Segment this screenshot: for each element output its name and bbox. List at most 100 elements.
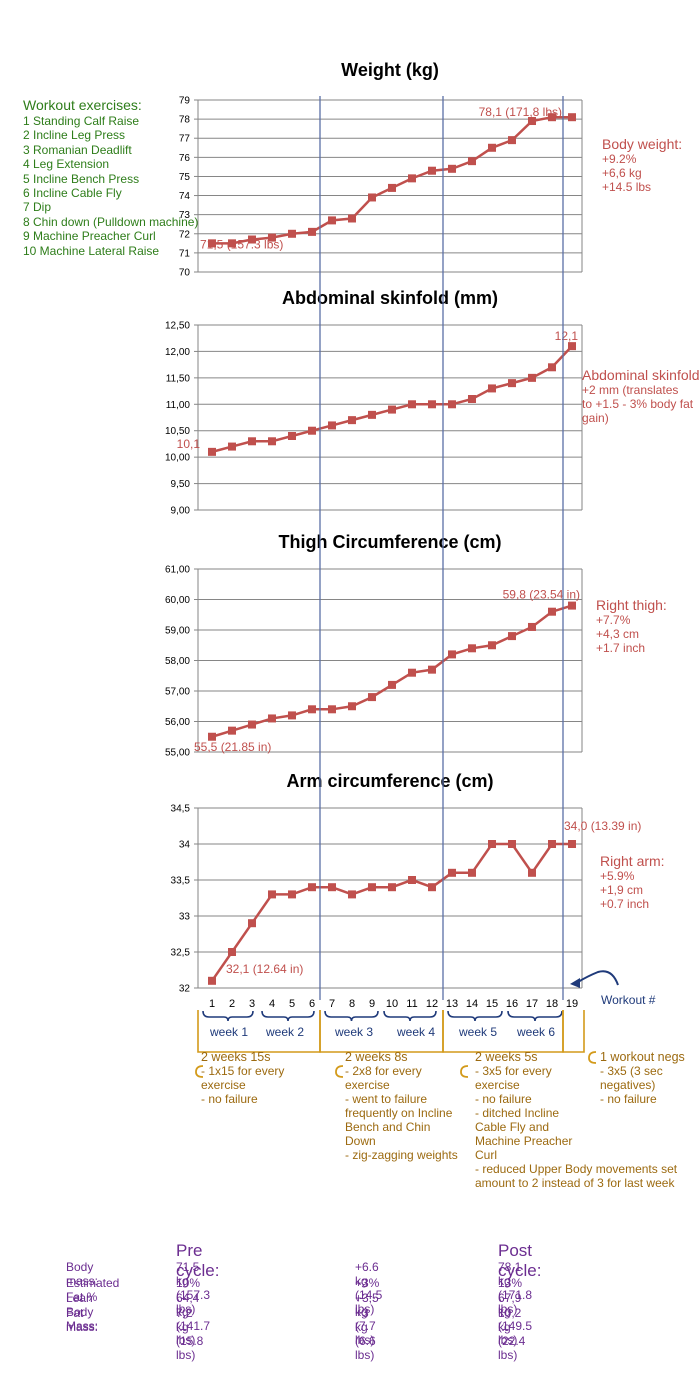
pre-value: 71,5 kg (157.3 lbs) <box>176 1260 211 1316</box>
phase-line: - 1x15 for every <box>201 1064 285 1078</box>
week-label: week 5 <box>458 1025 497 1039</box>
x-tick-label: 15 <box>486 998 498 1010</box>
arrow-icon <box>577 970 619 986</box>
y-tick-label: 60,00 <box>165 595 190 606</box>
phase-line: Down <box>345 1134 376 1148</box>
y-tick-label: 76 <box>179 153 191 164</box>
data-point <box>308 705 316 714</box>
y-tick-label: 32,5 <box>171 948 191 959</box>
phase-line: Curl <box>475 1148 498 1162</box>
data-label: 59,8 (23.54 in) <box>503 588 580 602</box>
data-point <box>568 601 576 610</box>
exercise-item: 8 Chin down (Pulldown machine) <box>23 214 199 229</box>
phase-note-1: 2 weeks 15s - 1x15 for every exercise - … <box>201 1050 284 1106</box>
curly-arrow-icon <box>588 1051 597 1064</box>
data-point <box>428 400 436 409</box>
series-line <box>211 345 573 454</box>
data-point <box>388 680 396 689</box>
phase-line: Bench and Chin <box>345 1120 431 1134</box>
y-tick-label: 11,00 <box>166 400 191 411</box>
exercise-item: 2 Incline Leg Press <box>23 128 126 143</box>
exercise-list: Workout exercises: 1 Standing Calf Raise… <box>23 97 198 258</box>
data-point <box>408 668 416 677</box>
phase-line: Cable Fly and <box>475 1120 550 1134</box>
x-tick-label: 19 <box>566 998 578 1010</box>
skinfold-note-title: Abdominal skinfold: <box>582 367 700 383</box>
week-brace <box>507 1010 563 1022</box>
pre-value: 7,2 kg (15.8 lbs) <box>176 1306 204 1362</box>
data-point <box>488 384 496 393</box>
data-point <box>448 868 456 877</box>
x-tick-label: 5 <box>289 998 295 1010</box>
thigh-note-line: +4,3 cm <box>596 627 640 641</box>
weight-note-title: Body weight: <box>602 136 683 152</box>
data-point <box>228 948 236 956</box>
data-point <box>548 607 556 616</box>
data-point <box>308 426 316 435</box>
arm-note-line: +5.9% <box>600 869 635 883</box>
phase-line: amount to 2 instead of 3 for last week <box>475 1176 675 1190</box>
x-tick-label: 2 <box>229 998 235 1010</box>
data-point <box>548 840 556 848</box>
data-point <box>288 229 296 238</box>
x-tick-label: 8 <box>349 998 355 1010</box>
data-label: 55,5 (21.85 in) <box>194 740 271 754</box>
data-point <box>468 157 476 166</box>
delta-value: +6.6 kg (14.5 lbs) <box>355 1260 383 1316</box>
data-point <box>348 702 356 711</box>
y-tick-label: 34,5 <box>171 804 191 815</box>
x-tick-label: 16 <box>506 998 518 1010</box>
pre-value: 64,4 kg (141.7 lbs) <box>176 1291 211 1347</box>
data-label: 71,5 (157.3 lbs) <box>200 237 283 251</box>
data-point <box>488 840 496 848</box>
phase-line: - went to failure <box>345 1092 428 1106</box>
week-brace <box>202 1010 254 1022</box>
data-point <box>328 705 336 714</box>
y-tick-label: 12,50 <box>165 321 190 332</box>
data-point <box>548 363 556 372</box>
data-point <box>288 890 296 899</box>
y-tick-label: 59,00 <box>165 626 190 637</box>
y-tick-label: 34 <box>179 840 191 851</box>
exercise-item: 5 Incline Bench Press <box>23 171 140 186</box>
y-tick-label: 77 <box>179 134 191 145</box>
post-cycle-title: Post cycle: <box>498 1241 542 1280</box>
week-brace <box>447 1010 503 1022</box>
x-tick-label: 4 <box>269 998 275 1010</box>
phase-line: exercise <box>475 1078 520 1092</box>
data-point <box>268 890 276 899</box>
delta-value: +3% <box>355 1276 380 1290</box>
weight-note: Body weight: +9.2% +6,6 kg +14.5 lbs <box>602 136 682 194</box>
y-tick-label: 56,00 <box>165 717 190 728</box>
data-point <box>568 113 576 122</box>
y-tick-label: 75 <box>179 172 191 183</box>
week-brace <box>261 1010 315 1022</box>
phase-line: - 3x5 (3 sec <box>600 1064 663 1078</box>
summary-label: Lean Body Mass: <box>66 1291 99 1333</box>
phase-title: 2 weeks 8s <box>345 1050 408 1064</box>
y-tick-label: 12,00 <box>165 347 190 358</box>
data-point <box>248 437 256 446</box>
weight-note-line: +6,6 kg <box>602 166 642 180</box>
arm-note: Right arm: +5.9% +1,9 cm +0.7 inch <box>600 853 665 911</box>
exercise-item: 6 Incline Cable Fly <box>23 186 122 201</box>
exercise-item: 9 Machine Preacher Curl <box>23 229 156 244</box>
data-point <box>348 416 356 425</box>
thigh-note-line: +7.7% <box>596 613 631 627</box>
delta-value: +3 kg (6.6 lbs) <box>355 1306 376 1362</box>
arrow-head-icon <box>570 978 580 988</box>
data-point <box>308 883 316 892</box>
data-point <box>448 400 456 409</box>
curly-arrow-icon <box>335 1065 344 1078</box>
phase-line: - 2x8 for every <box>345 1064 422 1078</box>
y-tick-label: 33 <box>179 912 191 923</box>
arm-note-title: Right arm: <box>600 853 665 869</box>
x-tick-label: 3 <box>249 998 255 1010</box>
data-point <box>348 890 356 899</box>
x-tick-label: 18 <box>546 998 558 1010</box>
post-value: 10,2 kg (22.4 lbs) <box>498 1306 526 1362</box>
data-point <box>208 732 216 741</box>
phase-title: 2 weeks 5s <box>475 1050 538 1064</box>
data-point <box>288 711 296 720</box>
